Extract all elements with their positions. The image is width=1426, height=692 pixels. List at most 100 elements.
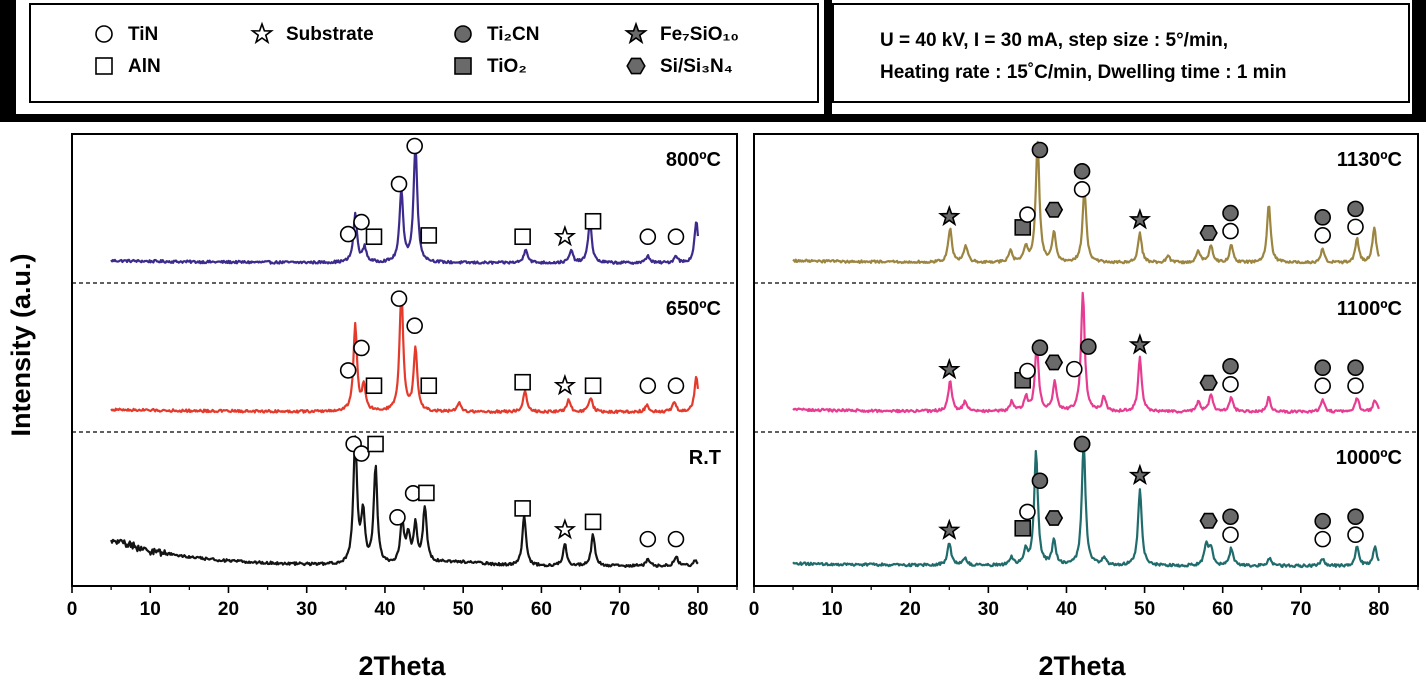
x-tick-label: 80 (687, 599, 708, 620)
circle-open-marker (1347, 218, 1364, 236)
x-tick-label: 20 (900, 599, 921, 620)
circle-filled-marker (1073, 163, 1091, 180)
temperature-label: 1130ºC (1337, 149, 1402, 171)
square-open-marker (420, 377, 438, 395)
circle-open-marker (406, 317, 423, 335)
star-filled-marker (938, 518, 961, 540)
circle-open-marker (1073, 181, 1091, 198)
circle-open-marker (1222, 375, 1239, 393)
square-open-marker (420, 227, 438, 244)
circle-filled-marker (1031, 141, 1049, 159)
x-axis-label-right: 2Theta (1038, 651, 1126, 681)
square-open-marker (95, 57, 113, 75)
square-open-marker (365, 228, 383, 246)
circle-open-marker (390, 290, 408, 307)
circle-open-marker (339, 225, 357, 243)
star-filled-marker (1128, 333, 1152, 355)
circle-open-marker (339, 362, 357, 379)
circle-open-marker (639, 377, 657, 395)
legend-label: Substrate (286, 24, 374, 45)
circle-open-marker (353, 445, 370, 462)
legend-label: AlN (128, 56, 161, 77)
circle-open-marker (1347, 377, 1364, 395)
series-line (792, 140, 1380, 265)
x-tick-label: 30 (978, 599, 999, 620)
x-tick-label: 0 (67, 599, 78, 620)
x-tick-label: 0 (749, 599, 760, 620)
circle-open-marker (1314, 530, 1331, 548)
hexagon-filled-marker (1199, 512, 1218, 529)
circle-filled-marker (1222, 508, 1239, 526)
conditions-line-2: Heating rate : 15˚C/min, Dwelling time :… (880, 62, 1286, 83)
circle-open-marker (1314, 227, 1331, 244)
star-filled-marker (1128, 207, 1152, 230)
circle-open-marker (389, 509, 406, 526)
circle-open-marker (1314, 377, 1331, 395)
star-filled-marker (624, 21, 648, 45)
x-tick-label: 50 (1134, 599, 1155, 620)
circle-filled-marker (1314, 512, 1331, 530)
hexagon-filled-marker (1044, 510, 1064, 526)
circle-open-marker (353, 339, 370, 357)
circle-filled-marker (1314, 209, 1331, 226)
circle-filled-marker (1222, 204, 1239, 222)
series-line (110, 290, 699, 414)
square-open-marker (367, 435, 384, 453)
star-open-marker (553, 373, 577, 396)
star-filled-marker (938, 204, 961, 227)
legend-label: Fe₇SiO₁₀ (660, 24, 739, 45)
conditions-box-bg (832, 0, 1412, 114)
circle-filled-marker (1031, 339, 1049, 357)
hexagon-filled-marker (1044, 354, 1064, 371)
series-line (792, 291, 1380, 415)
square-open-marker (365, 377, 383, 395)
circle-filled-marker (1073, 435, 1091, 453)
circle-filled-marker (1080, 338, 1097, 355)
circle-open-marker (1065, 360, 1083, 378)
x-tick-label: 70 (609, 599, 630, 620)
square-open-marker (514, 373, 531, 391)
legend-box (29, 3, 819, 103)
square-open-marker (514, 500, 531, 517)
conditions-line-1: U = 40 kV, I = 30 mA, step size : 5°/min… (880, 30, 1228, 51)
x-tick-label: 50 (453, 599, 474, 620)
circle-open-marker (390, 175, 408, 193)
plot-frame (71, 133, 738, 587)
legend: TiN AlN Substrate Ti₂CN TiO₂ Fe₇SiO₁₀ Si/Si₃N₄ (95, 21, 739, 77)
series-line (110, 435, 699, 569)
circle-open-marker (1019, 362, 1036, 380)
series-line (110, 142, 699, 265)
square-filled-marker (1014, 519, 1032, 537)
x-tick-label: 20 (218, 599, 239, 620)
circle-open-marker (667, 228, 685, 246)
square-filled-marker (454, 57, 472, 75)
hexagon-filled-marker (1199, 374, 1218, 391)
circle-open-marker (406, 137, 423, 155)
circle-filled-marker (1031, 472, 1049, 490)
circle-open-marker (639, 228, 657, 246)
star-open-marker (553, 518, 577, 540)
left-panel: 0 10 20 30 40 50 60 70 80 800ºC 650ºC R.T (67, 133, 738, 620)
circle-filled-marker (1347, 200, 1364, 218)
temperature-label: 800ºC (666, 149, 721, 171)
legend-label: Si/Si₃N₄ (660, 56, 733, 77)
circle-open-marker (1019, 206, 1036, 223)
circle-open-marker (639, 530, 657, 548)
legend-label: TiO₂ (487, 56, 527, 77)
circle-open-marker (667, 530, 685, 548)
square-open-marker (514, 228, 531, 246)
y-axis-label: Intensity (a.u.) (6, 253, 36, 436)
square-open-marker (584, 377, 602, 395)
x-tick-label: 80 (1368, 599, 1389, 620)
x-tick-label: 30 (296, 599, 317, 620)
temperature-label: R.T (689, 447, 721, 469)
hexagon-filled-marker (1044, 201, 1064, 218)
star-filled-marker (1128, 463, 1152, 486)
series-line (792, 440, 1380, 569)
square-open-marker (584, 212, 602, 230)
square-open-marker (584, 513, 602, 531)
x-tick-label: 70 (1290, 599, 1311, 620)
x-axis-label-left: 2Theta (358, 651, 446, 681)
x-tick-label: 10 (822, 599, 843, 620)
